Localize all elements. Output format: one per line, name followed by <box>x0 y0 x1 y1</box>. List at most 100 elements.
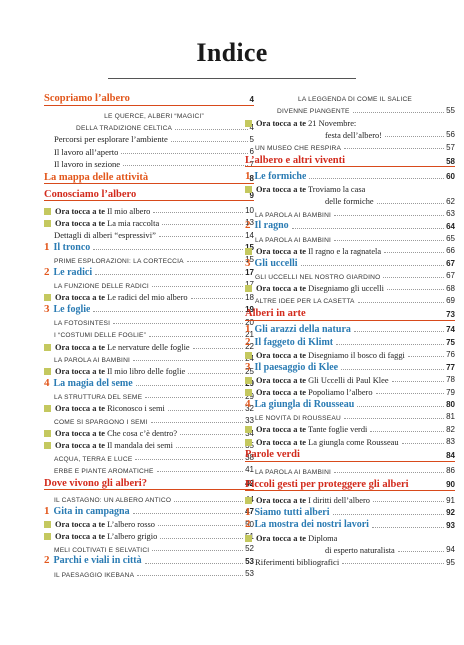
toc-subsection[interactable]: 1 Le formiche 60 <box>245 169 455 182</box>
toc-section-heading[interactable]: Piccoli gesti per proteggere gli alberi 9… <box>245 476 455 492</box>
toc-box-entry[interactable]: LA PAROLA AI BAMBINI 65 <box>245 232 455 244</box>
toc-activity-entry[interactable]: Ora tocca a te Tante foglie verdi 82 <box>245 422 455 434</box>
activity-label: Tante foglie verdi <box>307 425 368 435</box>
toc-activity-entry[interactable]: Ora tocca a te Il mio albero 10 <box>44 203 254 216</box>
toc-subsection[interactable]: 3 Le foglie 19 <box>44 302 254 315</box>
toc-activity-entry[interactable]: Ora tocca a te La giungla come Rousseau 8… <box>245 435 455 447</box>
toc-box-entry[interactable]: LE QUERCE, ALBERI “MAGICI” DELLA TRADIZIO… <box>44 108 254 133</box>
toc-section-heading[interactable]: Alberi in arte 73 <box>245 306 455 321</box>
toc-box-entry[interactable]: ACQUA, TERRA E LUCE 38 <box>44 451 254 463</box>
toc-activity-entry[interactable]: Ora tocca a te Il mio libro delle foglie… <box>44 364 254 376</box>
toc-section-heading[interactable]: Conosciamo l’albero 9 <box>44 186 254 202</box>
toc-section-heading[interactable]: L’albero e altri viventi 58 <box>245 152 455 168</box>
toc-box-entry[interactable]: LA PAROLA AI BAMBINI 24 <box>44 352 254 364</box>
toc-box-entry[interactable]: IL CASTAGNO: UN ALBERO ANTICO44 <box>44 492 254 504</box>
toc-section-heading[interactable]: Dove vivono gli alberi? 42 <box>44 475 254 491</box>
toc-subsection[interactable]: 2 Parchi e viali in città 53 <box>44 554 254 567</box>
toc-entry[interactable]: Il lavoro in sezione 7 <box>44 157 254 169</box>
activity-prefix: Ora tocca a te <box>256 350 306 360</box>
toc-box-entry[interactable]: LA PAROLA AI BAMBINI 86 <box>245 464 455 476</box>
page-number: 20 <box>245 317 254 327</box>
toc-activity-entry[interactable]: Ora tocca a te L’albero grigio51 <box>44 529 254 541</box>
toc-box-entry[interactable]: ALTRE IDEE PER LA CASETTA 69 <box>245 293 455 305</box>
toc-activity-entry[interactable]: Ora tocca a te Che cosa c’è dentro?34 <box>44 426 254 438</box>
page-number: 29 <box>245 379 254 389</box>
toc-entry[interactable]: Il lavoro all’aperto 6 <box>44 145 254 157</box>
page-number: 33 <box>245 416 254 426</box>
dot-leader <box>376 202 445 204</box>
toc-box-entry[interactable]: GLI UCCELLI NEL NOSTRO GIARDINO 67 <box>245 269 455 281</box>
toc-entry[interactable]: Riferimenti bibliografici 95 <box>245 555 455 567</box>
dot-leader <box>145 397 244 399</box>
toc-box-entry[interactable]: PRIME ESPLORAZIONI: LA CORTECCIA 15 <box>44 253 254 265</box>
page-number: 92 <box>446 508 455 518</box>
page-number: 41 <box>245 465 254 475</box>
toc-subsection[interactable]: 1 Siamo tutti alberi 92 <box>245 505 455 518</box>
toc-box-entry[interactable]: COME SI SPARGONO I SEMI 33 <box>44 414 254 426</box>
dot-leader <box>144 562 244 564</box>
page-number: 79 <box>446 387 455 397</box>
toc-activity-entry[interactable]: Ora tocca a te L’albero rosso 50 <box>44 517 254 529</box>
page-number: 67 <box>446 258 455 268</box>
dot-leader <box>162 224 244 226</box>
toc-activity-entry[interactable]: Ora tocca a te I diritti dell’albero 91 <box>245 493 455 505</box>
toc-box-entry[interactable]: IL PAESAGGIO IKEBANA 53 <box>44 567 254 579</box>
toc-entry[interactable]: Percorsi per esplorare l’ambiente 5 <box>44 133 254 145</box>
toc-subsection[interactable]: 3 Il paesaggio di Klee 77 <box>245 360 455 373</box>
activity-label-line2: di esperto naturalista <box>325 545 395 555</box>
dot-leader <box>300 264 445 266</box>
toc-activity-entry[interactable]: Ora tocca a te Le nervature delle foglie… <box>44 340 254 352</box>
toc-activity-entry[interactable]: Ora tocca a te Il ragno e la ragnatela 66 <box>245 244 455 256</box>
entry-title: LA PAROLA AI BAMBINI <box>54 356 131 364</box>
entry-title: PRIME ESPLORAZIONI: LA CORTECCIA <box>54 258 184 266</box>
toc-activity-entry[interactable]: Ora tocca a te Diploma di esperto natural… <box>245 531 455 556</box>
toc-activity-entry[interactable]: Ora tocca a te Gli Uccelli di Paul Klee 7… <box>245 373 455 385</box>
toc-subsection[interactable]: 4 La magia del seme 29 <box>44 377 254 390</box>
toc-box-entry[interactable]: MELI COLTIVATI E SELVATICI 52 <box>44 542 254 554</box>
dot-leader <box>343 418 445 420</box>
toc-section-heading[interactable]: Parole verdi 84 <box>245 447 455 462</box>
toc-subsection[interactable]: 1 Gli arazzi della natura 74 <box>245 323 455 336</box>
page-number: 76 <box>446 350 455 360</box>
toc-box-entry[interactable]: LA FOTOSINTESI 20 <box>44 315 254 327</box>
toc-subsection[interactable]: 2 Le radici 17 <box>44 265 254 278</box>
toc-activity-entry[interactable]: Ora tocca a te Popoliamo l’albero 79 <box>245 385 455 397</box>
toc-activity-entry[interactable]: Ora tocca a te Disegniamo gli uccelli 68 <box>245 281 455 293</box>
entry-line: delle formiche 62 <box>245 194 455 206</box>
toc-activity-entry[interactable]: Ora tocca a te 21 Novembre: festa dell’al… <box>245 116 455 141</box>
dot-leader <box>370 430 445 432</box>
toc-box-entry[interactable]: LA STRUTTURA DEL SEME 29 <box>44 389 254 401</box>
toc-section-heading[interactable]: La mappa delle attività 8 <box>44 169 254 185</box>
toc-section-heading[interactable]: Scopriamo l’albero 4 <box>44 91 254 106</box>
toc-entry[interactable]: Dettagli di alberi “espressivi” 14 <box>44 228 254 240</box>
toc-activity-entry[interactable]: Ora tocca a te Le radici del mio albero 1… <box>44 290 254 302</box>
toc-box-entry[interactable]: I “COSTUMI DELLE FOGLIE” 21 <box>44 327 254 339</box>
subsection-title: 4 La magia del seme <box>44 377 133 389</box>
toc-subsection[interactable]: 2 La mostra dei nostri lavori 93 <box>245 518 455 531</box>
toc-subsection[interactable]: 2 Il ragno 64 <box>245 219 455 232</box>
subsection-label: Il paesaggio di Klee <box>254 361 339 373</box>
activity-title: Ora tocca a te Disegniamo gli uccelli <box>245 284 384 293</box>
toc-box-entry[interactable]: UN MUSEO CHE RESPIRA 57 <box>245 140 455 152</box>
toc-box-entry[interactable]: LA LEGGENDA DI COME IL SALICE DIVENNE PIA… <box>245 91 455 116</box>
toc-subsection[interactable]: 1 Gita in campagna 47 <box>44 505 254 518</box>
toc-box-entry[interactable]: LA FUNZIONE DELLE RADICI 17 <box>44 278 254 290</box>
activity-label: L’albero rosso <box>107 520 155 530</box>
toc-activity-entry[interactable]: Ora tocca a te Il mandala dei semi35 <box>44 438 254 450</box>
toc-box-entry[interactable]: LE NOVITÀ DI ROUSSEAU 81 <box>245 410 455 422</box>
subsection-title: 3 Le foglie <box>44 303 90 315</box>
toc-box-entry[interactable]: LA PAROLA AI BAMBINI 63 <box>245 207 455 219</box>
toc-activity-entry[interactable]: Ora tocca a te La mia raccolta 13 <box>44 216 254 228</box>
toc-subsection[interactable]: 1Il tronco 15 <box>44 240 254 253</box>
toc-subsection[interactable]: 2 Il faggeto di Klimt 75 <box>245 335 455 348</box>
dot-leader <box>175 128 248 130</box>
toc-box-entry[interactable]: ERBE E PIANTE AROMATICHE 41 <box>44 463 254 475</box>
page-number: 78 <box>446 375 455 385</box>
toc-activity-entry[interactable]: Ora tocca a te Disegniamo il bosco di fa… <box>245 348 455 360</box>
toc-activity-entry[interactable]: Ora tocca a te Troviamo la casa delle for… <box>245 182 455 207</box>
dot-leader <box>180 434 244 436</box>
toc-activity-entry[interactable]: Ora tocca a te Riconosco i semi 32 <box>44 401 254 413</box>
page-number: 14 <box>245 230 254 240</box>
toc-subsection[interactable]: 3 Gli uccelli 67 <box>245 256 455 269</box>
toc-subsection[interactable]: 4 La giungla di Rousseau 80 <box>245 397 455 410</box>
